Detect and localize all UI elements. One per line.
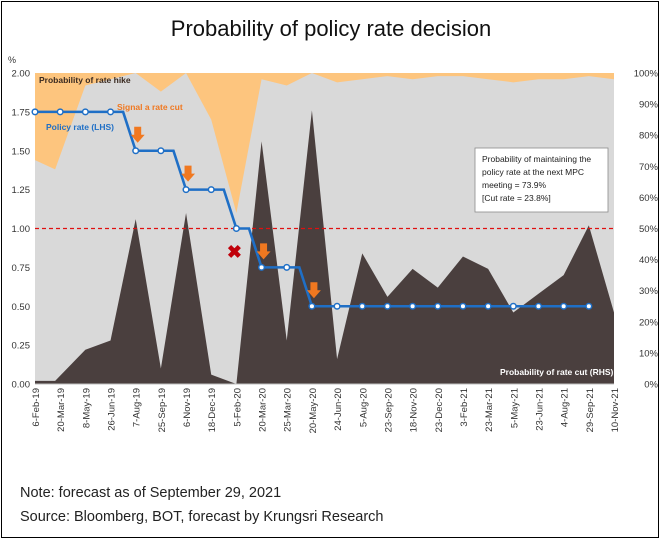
- left-tick-label: 1.50: [12, 146, 31, 157]
- policy-rate-label: Policy rate (LHS): [46, 122, 114, 132]
- x-tick-label: 23-Dec-20: [434, 388, 445, 432]
- x-tick-label: 8-May-19: [81, 388, 92, 428]
- x-tick-label: 20-Mar-19: [56, 388, 67, 432]
- info-box-line: Probability of maintaining the: [482, 154, 591, 164]
- right-tick-label: 40%: [639, 255, 659, 266]
- rate-cut-arrow-icon: [306, 282, 321, 299]
- right-tick-label: 0%: [644, 380, 658, 391]
- policy-rate-point: [509, 302, 517, 310]
- right-tick-label: 60%: [639, 193, 659, 204]
- policy-rate-point: [106, 108, 115, 116]
- left-tick-label: 1.25: [12, 185, 31, 196]
- x-tick-label: 29-Sep-21: [585, 388, 596, 432]
- policy-rate-point: [258, 263, 266, 271]
- policy-rate-point: [484, 302, 492, 310]
- policy-rate-point: [283, 263, 291, 271]
- left-tick-label: 1.00: [12, 224, 31, 235]
- rate-cut-arrow-icon: [256, 243, 271, 260]
- left-tick-label: 0.75: [12, 263, 31, 274]
- policy-rate-point: [182, 186, 190, 194]
- policy-rate-point: [81, 108, 89, 116]
- x-tick-label: 7-Aug-19: [132, 388, 143, 427]
- x-tick-label: 10-Nov-21: [610, 388, 621, 432]
- policy-rate-point: [434, 302, 442, 310]
- cut-area-label: Probability of rate cut (RHS): [500, 367, 614, 377]
- right-tick-label: 80%: [639, 131, 659, 142]
- left-tick-label: 0.50: [12, 302, 31, 313]
- policy-rate-point: [232, 224, 240, 233]
- x-tick-label: 3-Feb-21: [459, 388, 470, 427]
- right-tick-label: 10%: [639, 348, 659, 359]
- right-tick-label: 20%: [639, 317, 659, 328]
- x-tick-label: 26-Jun-19: [107, 388, 118, 431]
- x-tick-label: 23-Mar-21: [484, 388, 495, 432]
- policy-rate-point: [459, 302, 467, 310]
- x-tick-label: 23-Jun-21: [534, 388, 545, 431]
- policy-rate-point: [409, 302, 417, 310]
- policy-rate-point: [534, 302, 543, 310]
- x-tick-label: 23-Sep-20: [383, 388, 394, 432]
- policy-rate-line: [35, 110, 589, 308]
- right-tick-label: 50%: [639, 224, 659, 235]
- x-tick-label: 20-May-20: [308, 388, 319, 433]
- x-tick-label: 5-Aug-20: [358, 388, 369, 427]
- x-tick-label: 25-Mar-20: [283, 388, 294, 432]
- x-tick-label: 25-Sep-19: [157, 388, 168, 432]
- policy-rate-point: [560, 302, 568, 310]
- left-tick-label: 0.25: [12, 341, 31, 352]
- hike-area-label: Probability of rate hike: [39, 75, 131, 85]
- policy-rate-point: [207, 186, 215, 194]
- policy-rate-point: [585, 302, 593, 310]
- signal-label: Signal a rate cut: [117, 102, 183, 112]
- info-box-line: [Cut rate = 23.8%]: [482, 193, 551, 203]
- x-tick-label: 18-Dec-19: [207, 388, 218, 432]
- x-tick-label: 20-Mar-20: [258, 388, 269, 432]
- left-tick-label: 1.75: [12, 107, 31, 118]
- policy-rate-point: [31, 108, 39, 116]
- right-tick-label: 70%: [639, 162, 659, 173]
- x-tick-label: 4-Aug-21: [560, 388, 571, 427]
- left-tick-label: 2.00: [12, 69, 31, 80]
- info-box-line: meeting = 73.9%: [482, 180, 546, 190]
- source-text: Source: Bloomberg, BOT, forecast by Krun…: [20, 509, 384, 525]
- x-tick-label: 6-Nov-19: [182, 388, 193, 427]
- policy-rate-point: [308, 302, 316, 310]
- right-tick-label: 100%: [634, 69, 659, 80]
- info-box-line: policy rate at the next MPC: [482, 167, 584, 177]
- left-tick-label: 0.00: [12, 380, 31, 391]
- rate-cut-arrow-icon: [181, 165, 196, 182]
- policy-rate-point: [358, 302, 366, 310]
- policy-rate-point: [333, 302, 341, 310]
- no-cut-cross-icon: ✖: [227, 242, 242, 262]
- x-tick-label: 5-Feb-20: [232, 388, 243, 427]
- x-tick-label: 5-May-21: [509, 388, 520, 428]
- chart-title: Probability of policy rate decision: [170, 16, 492, 41]
- rate-cut-arrow-icon: [130, 126, 145, 143]
- x-tick-label: 18-Nov-20: [409, 388, 420, 432]
- policy-rate-point: [132, 147, 140, 155]
- note-text: Note: forecast as of September 29, 2021: [20, 485, 282, 501]
- cut-area: [35, 110, 614, 384]
- right-tick-label: 90%: [639, 100, 659, 111]
- right-tick-label: 30%: [639, 286, 659, 297]
- info-box: [474, 147, 609, 213]
- policy-rate-point: [56, 108, 64, 116]
- policy-rate-point: [157, 147, 165, 155]
- x-tick-label: 6-Feb-19: [31, 388, 42, 427]
- left-axis-unit: %: [8, 55, 16, 65]
- policy-rate-point: [383, 302, 391, 310]
- x-tick-label: 24-Jun-20: [333, 388, 344, 431]
